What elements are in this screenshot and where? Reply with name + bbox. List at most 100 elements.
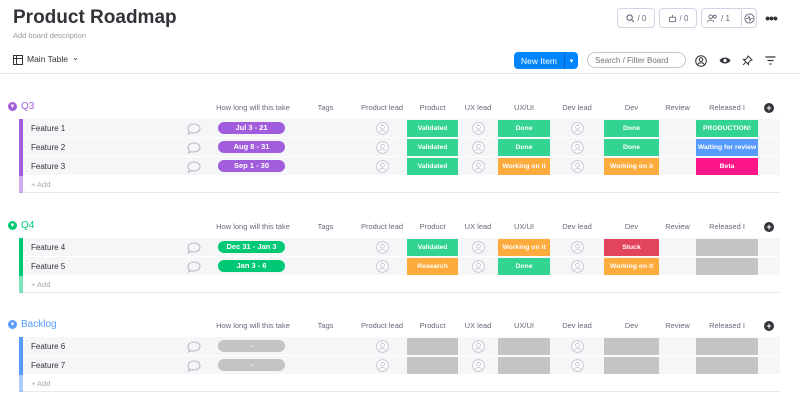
status-dev[interactable]: Done [604, 120, 659, 137]
status-product[interactable] [407, 357, 458, 374]
column-header[interactable]: Released I [709, 321, 745, 330]
comment-icon[interactable] [187, 160, 201, 173]
activity-button[interactable]: / 0 [617, 8, 655, 28]
column-header[interactable]: Product [419, 222, 446, 231]
view-dropdown-chevron-icon[interactable]: ⌄ [72, 53, 79, 62]
eye-icon[interactable] [718, 55, 731, 66]
person-avatar-icon[interactable] [472, 260, 485, 273]
table-row[interactable]: Feature 2 Aug 8 - 31 Validated Done Done Wait… [19, 138, 780, 157]
column-header[interactable]: Tags [317, 103, 334, 112]
timeline-pill[interactable]: - [218, 340, 285, 352]
column-header[interactable]: Review [665, 103, 690, 112]
column-header[interactable]: Review [665, 321, 690, 330]
table-row[interactable]: Feature 1 Jul 3 - 21 Validated Done Done PROD… [19, 119, 780, 138]
comment-icon[interactable] [187, 141, 201, 154]
new-item-button[interactable]: New Item ▾ [514, 52, 578, 69]
person-avatar-icon[interactable] [376, 141, 389, 154]
status-released[interactable] [696, 239, 758, 256]
group-title-q3[interactable]: ▼ Q3 [8, 101, 34, 112]
status-released[interactable] [696, 338, 758, 355]
group-title-q4[interactable]: ▼ Q4 [8, 220, 34, 231]
column-header[interactable]: UX lead [464, 321, 492, 330]
status-uxui[interactable] [498, 338, 550, 355]
status-dev[interactable]: Done [604, 139, 659, 156]
column-header[interactable]: Dev lead [562, 222, 592, 231]
person-avatar-icon[interactable] [571, 359, 584, 372]
comment-icon[interactable] [187, 122, 201, 135]
person-avatar-icon[interactable] [472, 122, 485, 135]
status-product[interactable]: Validated [407, 139, 458, 156]
table-row[interactable]: Feature 4 Dec 31 - Jan 3 Validated Working … [19, 238, 780, 257]
column-header[interactable]: Dev [624, 222, 639, 231]
timeline-pill[interactable]: - [218, 359, 285, 371]
status-released[interactable]: Beta [696, 158, 758, 175]
board-description[interactable]: Add board description [13, 31, 86, 40]
person-avatar-icon[interactable] [376, 359, 389, 372]
add-item-row[interactable]: + Add [19, 375, 780, 392]
column-header[interactable]: Released I [709, 222, 745, 231]
status-dev[interactable] [604, 338, 659, 355]
sort-filter-icon[interactable] [764, 55, 776, 65]
status-released[interactable]: Waiting for review [696, 139, 758, 156]
status-dev[interactable] [604, 357, 659, 374]
person-avatar-icon[interactable] [376, 241, 389, 254]
person-avatar-icon[interactable] [376, 160, 389, 173]
person-avatar-icon[interactable] [376, 122, 389, 135]
chevron-down-icon[interactable]: ▼ [8, 320, 17, 329]
person-filter-icon[interactable] [694, 54, 707, 67]
add-column-icon[interactable]: + [764, 222, 774, 232]
person-avatar-icon[interactable] [472, 160, 485, 173]
chevron-down-icon[interactable]: ▾ [569, 57, 574, 65]
pin-icon[interactable] [741, 54, 753, 66]
table-row[interactable]: Feature 6 - [19, 337, 780, 356]
person-avatar-icon[interactable] [472, 141, 485, 154]
group-title-backlog[interactable]: ▼ Backlog [8, 319, 57, 330]
status-uxui[interactable]: Done [498, 120, 550, 137]
column-header[interactable]: Product [419, 103, 446, 112]
column-header[interactable]: How long will this take [216, 222, 290, 231]
item-name[interactable]: Feature 3 [31, 162, 66, 171]
add-item-label[interactable]: + Add [31, 280, 51, 289]
column-header[interactable]: Dev [624, 321, 639, 330]
more-options-icon[interactable]: ••• [765, 10, 778, 26]
add-item-label[interactable]: + Add [31, 379, 51, 388]
add-column-icon[interactable]: + [764, 103, 774, 113]
item-name[interactable]: Feature 7 [31, 361, 66, 370]
table-row[interactable]: Feature 3 Sep 1 - 30 Validated Working on i… [19, 157, 780, 176]
column-header[interactable]: UX/UI [513, 222, 534, 231]
status-product[interactable]: Validated [407, 239, 458, 256]
status-released[interactable]: PRODUCTION! [696, 120, 758, 137]
column-header[interactable]: Tags [317, 321, 334, 330]
person-avatar-icon[interactable] [571, 160, 584, 173]
chevron-down-icon[interactable]: ▼ [8, 102, 17, 111]
chevron-down-icon[interactable]: ▼ [8, 221, 17, 230]
column-header[interactable]: Dev lead [562, 321, 592, 330]
column-header[interactable]: How long will this take [216, 103, 290, 112]
column-header[interactable]: Product [419, 321, 446, 330]
status-dev[interactable]: Working on it [604, 258, 659, 275]
integrations-button[interactable]: / 0 [659, 8, 697, 28]
item-name[interactable]: Feature 6 [31, 342, 66, 351]
column-header[interactable]: How long will this take [216, 321, 290, 330]
table-row[interactable]: Feature 7 - [19, 356, 780, 375]
board-title[interactable]: Product Roadmap [13, 7, 177, 28]
comment-icon[interactable] [187, 241, 201, 254]
column-header[interactable]: Product lead [360, 222, 404, 231]
item-name[interactable]: Feature 2 [31, 143, 66, 152]
column-header[interactable]: UX/UI [513, 321, 534, 330]
status-dev[interactable]: Working on it [604, 158, 659, 175]
table-row[interactable]: Feature 5 Jan 3 - 6 Research Done Working on… [19, 257, 780, 276]
column-header[interactable]: Dev [624, 103, 639, 112]
timeline-pill[interactable]: Jul 3 - 21 [218, 122, 285, 134]
status-uxui[interactable]: Done [498, 258, 550, 275]
timeline-pill[interactable]: Sep 1 - 30 [218, 160, 285, 172]
timeline-pill[interactable]: Dec 31 - Jan 3 [218, 241, 285, 253]
status-released[interactable] [696, 258, 758, 275]
person-avatar-icon[interactable] [472, 241, 485, 254]
comment-icon[interactable] [187, 340, 201, 353]
person-avatar-icon[interactable] [571, 141, 584, 154]
person-avatar-icon[interactable] [571, 122, 584, 135]
person-avatar-icon[interactable] [376, 260, 389, 273]
add-item-label[interactable]: + Add [31, 180, 51, 189]
person-avatar-icon[interactable] [571, 260, 584, 273]
